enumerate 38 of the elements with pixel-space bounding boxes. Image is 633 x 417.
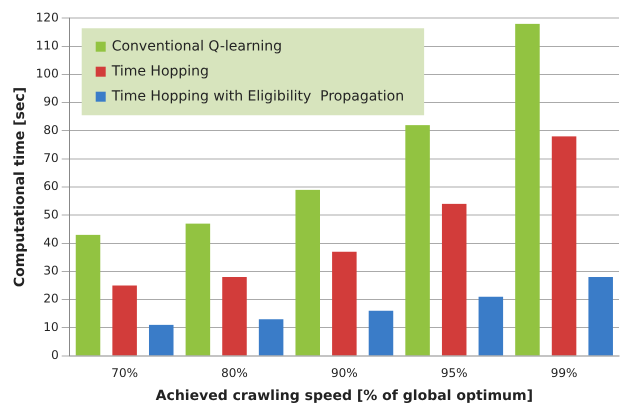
x-tick-label: 90% xyxy=(331,366,358,380)
bar xyxy=(148,324,174,356)
y-tick-label: 120 xyxy=(36,10,59,24)
bar xyxy=(515,24,540,356)
bar xyxy=(478,296,504,356)
bar xyxy=(552,136,576,356)
x-axis-title: Achieved crawling speed [% of global optimum] xyxy=(156,388,534,404)
y-tick-label: 70 xyxy=(43,150,59,165)
bar xyxy=(588,277,613,356)
bar xyxy=(112,285,137,356)
x-tick-label: 80% xyxy=(221,366,248,380)
y-tick-label: 0 xyxy=(51,348,59,362)
y-tick-label: 40 xyxy=(43,235,59,250)
y-tick-label: 10 xyxy=(43,320,59,334)
bar xyxy=(295,190,320,356)
bar xyxy=(186,224,210,356)
y-axis-title: Computational time [sec] xyxy=(12,86,28,288)
x-tick-label: 99% xyxy=(550,366,578,380)
bar xyxy=(222,277,247,356)
legend-label: Time Hopping xyxy=(110,63,209,80)
y-tick-label: 30 xyxy=(43,264,59,278)
bar xyxy=(76,234,100,356)
legend-label: Conventional Q-learning xyxy=(112,38,282,54)
y-tick-label: 50 xyxy=(43,207,59,222)
y-tick-label: 110 xyxy=(36,38,59,52)
y-tick-label: 90 xyxy=(43,94,59,109)
x-tick-label: 70% xyxy=(111,366,138,380)
bar xyxy=(405,125,430,356)
y-tick-label: 60 xyxy=(43,179,59,194)
legend-label: Time Hopping with Eligibility Propagation xyxy=(110,88,404,104)
y-tick-label: 80 xyxy=(43,122,59,137)
bar xyxy=(332,252,357,356)
bar xyxy=(258,319,284,356)
bar xyxy=(368,310,394,356)
x-tick-label: 95% xyxy=(440,366,468,380)
y-tick-label: 20 xyxy=(43,292,59,306)
y-tick-label: 100 xyxy=(36,66,59,81)
bar xyxy=(442,204,466,356)
